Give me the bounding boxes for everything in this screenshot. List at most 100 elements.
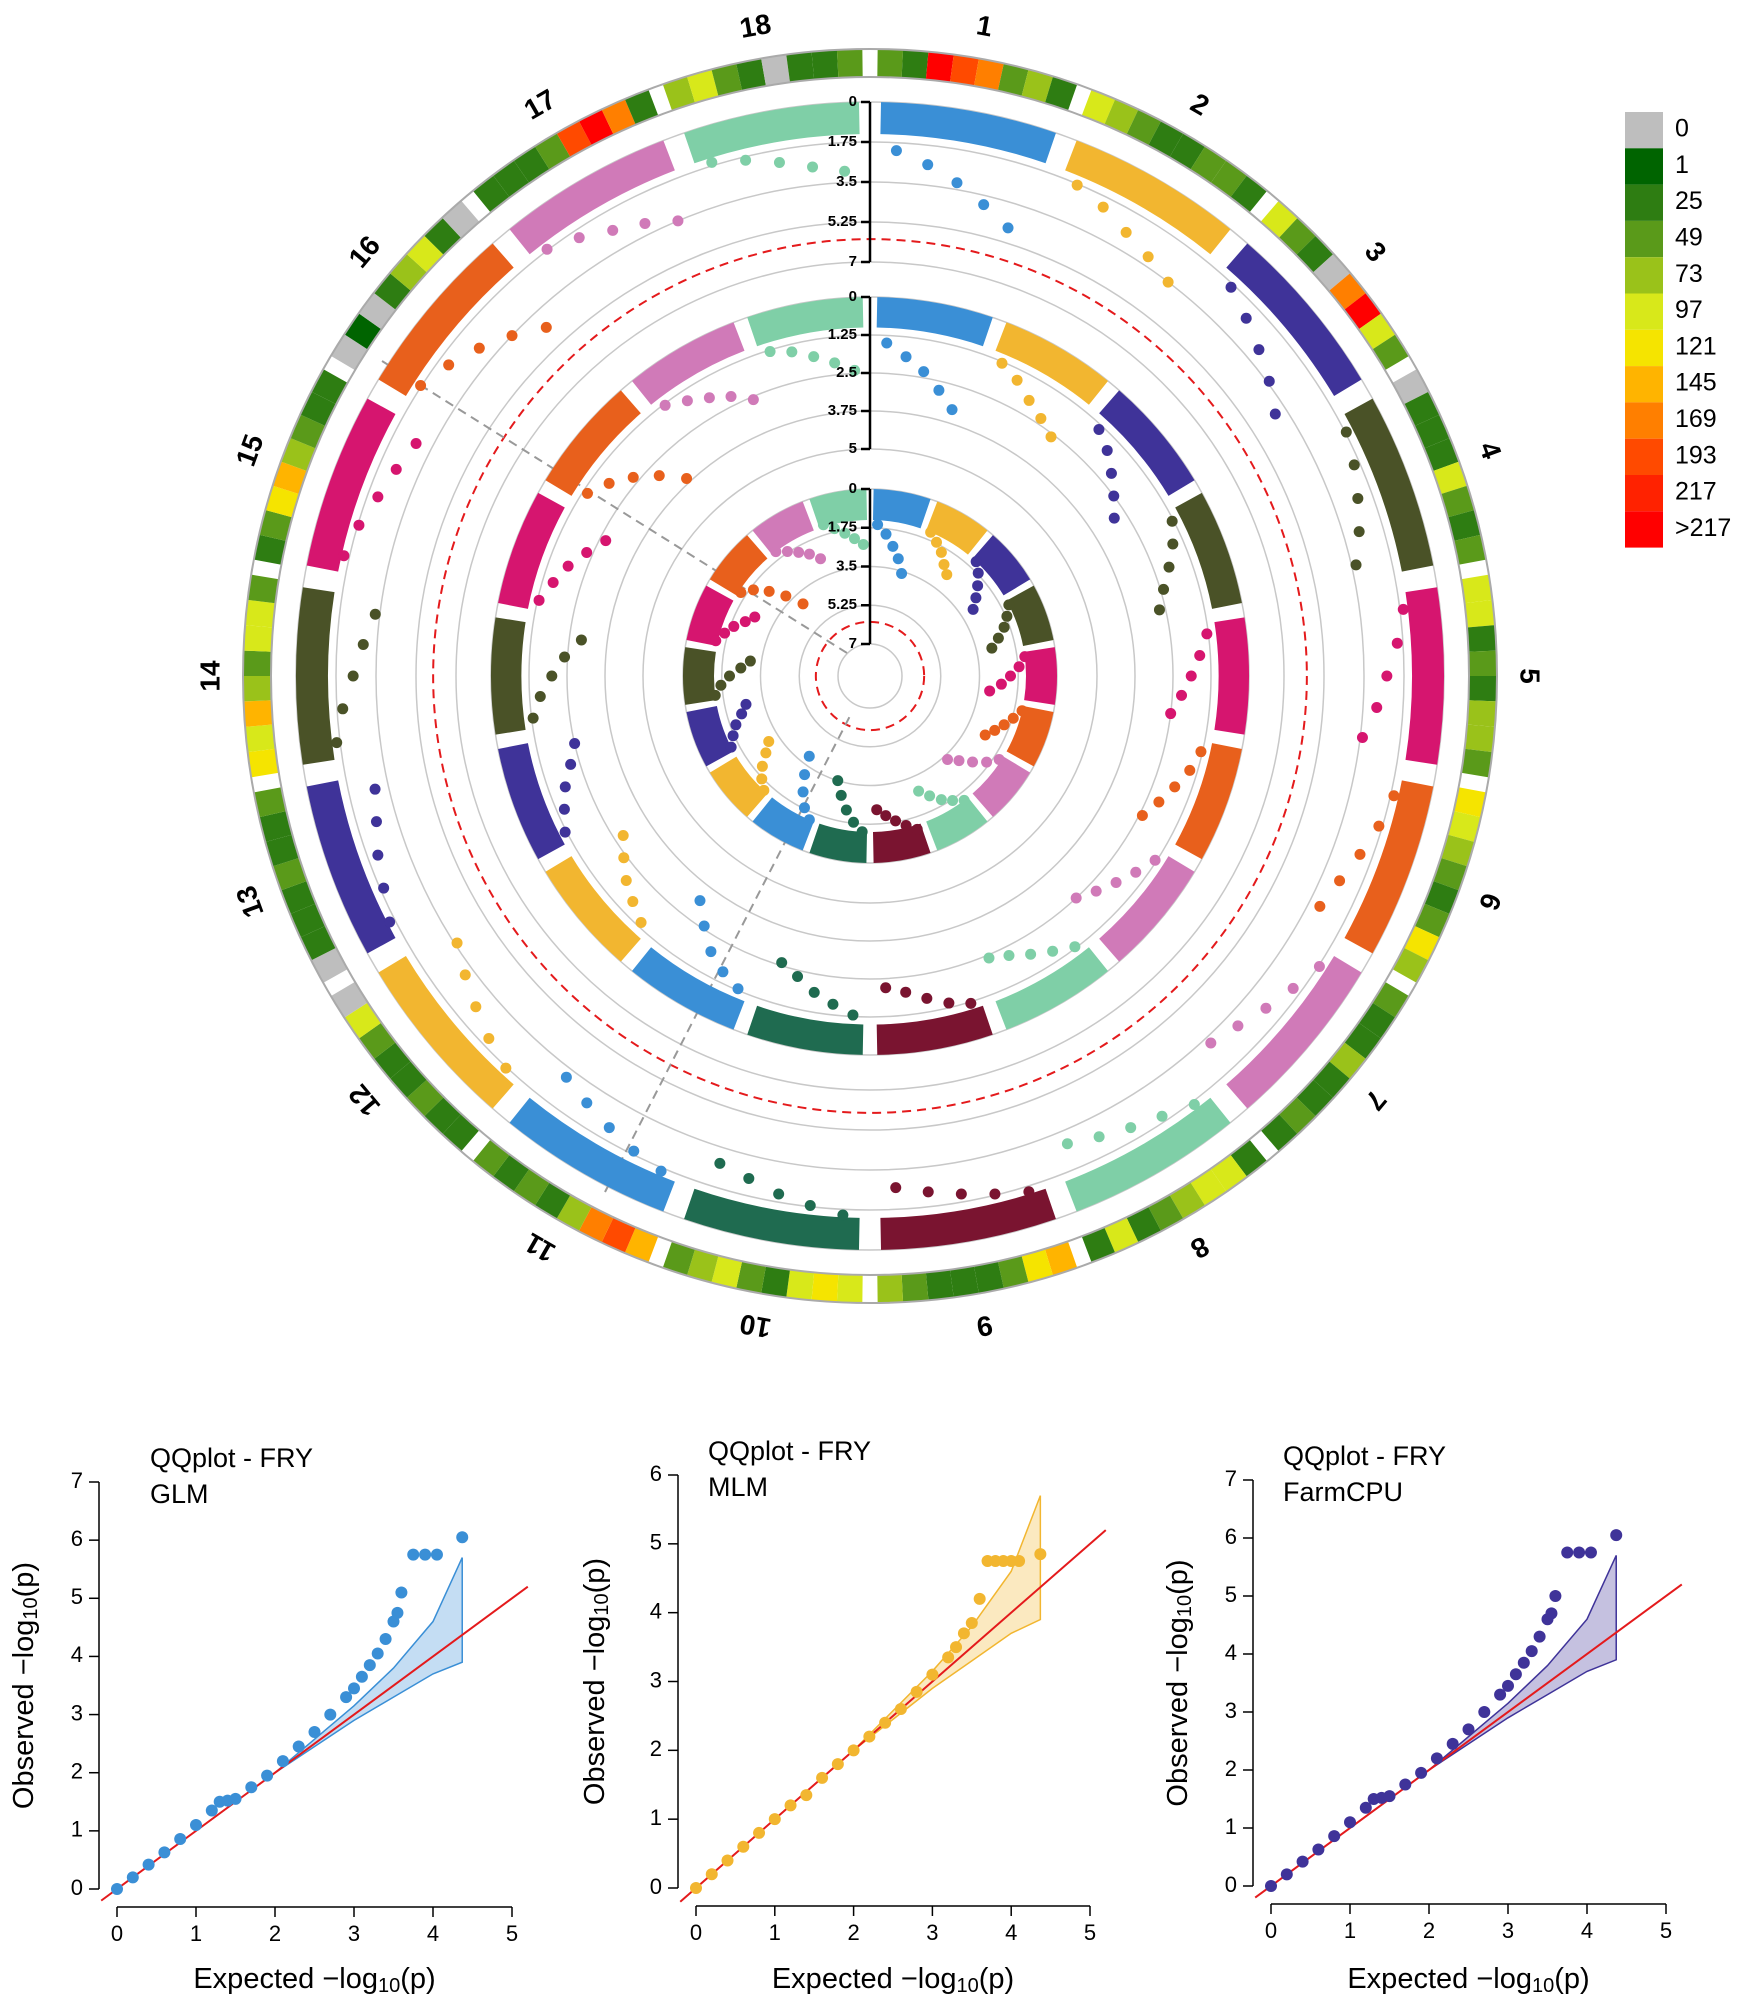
legend-label: 97 [1675, 296, 1703, 324]
density-bin [711, 63, 743, 97]
snp-point [938, 558, 950, 570]
snp-point [1013, 661, 1025, 673]
snp-point [1356, 732, 1368, 744]
snp-point [600, 535, 612, 547]
snp-band [926, 501, 988, 555]
density-bin [243, 676, 272, 702]
legend-swatch [1625, 148, 1663, 185]
qq-point [308, 1726, 321, 1739]
snp-point [506, 330, 518, 342]
snp-point [970, 592, 982, 604]
density-bin [280, 880, 316, 915]
snp-point [653, 470, 665, 482]
diagonal-line [1254, 1583, 1683, 1899]
x-tick-label: 5 [1084, 1920, 1096, 1945]
qq-point [1312, 1843, 1325, 1856]
snp-point [547, 577, 559, 589]
snp-point [573, 232, 585, 244]
legend-swatch [1625, 511, 1663, 548]
chromosome-label: 18 [737, 8, 773, 44]
snp-point [483, 1032, 495, 1044]
qq-point [348, 1682, 360, 1695]
y-tick-label: 3 [71, 1700, 83, 1725]
density-bin [243, 650, 272, 676]
snp-point [732, 983, 744, 995]
snp-point [739, 616, 751, 628]
qq-point [190, 1819, 202, 1832]
density-bin [1468, 650, 1497, 676]
qq-point [391, 1606, 404, 1619]
snp-point [1176, 689, 1188, 701]
snp-point [698, 920, 710, 932]
density-bin [272, 857, 308, 891]
legend-label: 121 [1675, 332, 1717, 360]
snp-point [725, 741, 737, 753]
snp-point [760, 747, 772, 759]
density-bin [289, 414, 326, 449]
snp-band [1344, 398, 1434, 572]
threshold-circle [814, 620, 926, 732]
snp-point [828, 523, 840, 535]
snp-point [639, 217, 651, 229]
qq-point [1383, 1790, 1396, 1803]
y-tick-label: 6 [71, 1526, 83, 1551]
snp-point [756, 773, 768, 785]
chromosome-label: 1 [974, 9, 995, 42]
density-bin [1190, 1168, 1227, 1206]
x-tick-label: 3 [926, 1920, 938, 1945]
snp-point [1035, 412, 1047, 424]
snp-point [1047, 945, 1059, 957]
snp-point [951, 177, 963, 189]
x-tick-label: 2 [847, 1920, 859, 1945]
qq-point [1328, 1830, 1341, 1843]
snp-point [984, 685, 996, 697]
qq-point [126, 1871, 139, 1884]
snp-point [799, 769, 811, 781]
legend-swatch [1625, 329, 1663, 367]
density-bin [300, 925, 337, 961]
snp-band [872, 489, 931, 529]
snp-point [797, 598, 809, 610]
snp-point [808, 986, 820, 998]
snp-point [921, 992, 933, 1004]
legend-swatch [1625, 257, 1663, 294]
ring-tick-label: 1.75 [828, 519, 857, 536]
x-tick-label: 4 [1581, 1918, 1593, 1943]
density-bin [949, 54, 979, 87]
y-tick-label: 5 [650, 1530, 662, 1555]
density-bin [1447, 510, 1481, 541]
qq-point [753, 1826, 766, 1839]
snp-point [847, 816, 859, 828]
snp-point [451, 937, 463, 949]
snp-point [747, 394, 759, 406]
snp-point [1005, 670, 1016, 682]
snp-point [709, 689, 721, 701]
y-axis-label: Observed −log10(p) [8, 1562, 43, 1809]
density-bin [1126, 1206, 1162, 1243]
snp-point [1334, 875, 1346, 887]
qq-point [430, 1548, 443, 1561]
legend-label: >217 [1675, 514, 1731, 542]
ring-tick-label: 3.5 [836, 173, 857, 190]
snp-point [1240, 312, 1252, 324]
snp-band [709, 535, 768, 596]
qq-title: QQplot - FRY [150, 1443, 313, 1473]
density-bin [1403, 391, 1440, 427]
snp-point [1314, 900, 1326, 912]
snp-band [1065, 140, 1231, 255]
snp-band [876, 1005, 993, 1055]
snp-point [817, 519, 829, 531]
snp-point [797, 786, 809, 798]
snp-point [781, 546, 793, 558]
snp-point [1025, 948, 1037, 960]
x-tick-label: 5 [506, 1921, 518, 1946]
ring-tick-label: 1.25 [828, 326, 857, 343]
density-bin [974, 58, 1004, 91]
qq-point [1533, 1630, 1546, 1643]
snp-point [562, 560, 574, 572]
snp-band [509, 1097, 675, 1212]
y-tick-label: 7 [1225, 1466, 1237, 1491]
snp-point [620, 875, 632, 887]
snp-point [1090, 885, 1102, 897]
snp-point [972, 567, 984, 579]
